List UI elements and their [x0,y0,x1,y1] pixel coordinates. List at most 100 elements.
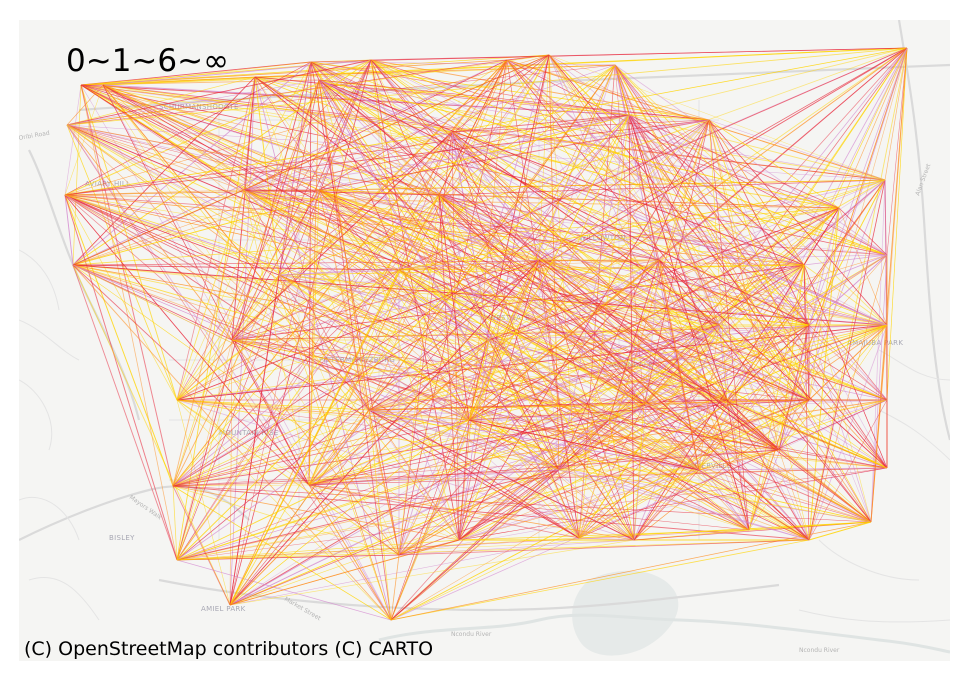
network-edge [468,399,810,421]
network-edge [548,54,810,541]
network-edge [176,324,810,561]
network-edge [102,84,460,541]
network-edge [229,469,560,606]
network-edge [229,539,635,606]
network-edge [468,399,888,421]
map-label-place: MOUNTAIN RISE [219,429,279,437]
network-edge [438,59,508,196]
network-edge [451,131,888,326]
network-edge [451,131,635,541]
network-edge [438,179,886,196]
map-attribution: (C) OpenStreetMap contributors (C) CARTO [24,638,434,660]
network-edge [803,264,872,523]
network-edge [370,59,440,196]
network-edge [318,189,780,451]
network-edge [318,189,840,209]
network-edge [558,469,872,523]
network-edge [172,485,392,621]
network-edges [64,47,908,621]
network-edge [176,79,320,561]
network-edge [308,194,440,486]
network-edge [438,194,460,541]
network-edge [608,419,700,471]
network-edge [803,47,908,266]
network-edge [64,194,400,271]
network-edge [698,399,888,471]
network-edge [886,47,908,401]
network-edge [72,264,810,541]
network-edge [538,259,720,326]
network-edge [72,264,233,341]
network-edge [458,469,700,541]
network-edge [708,119,888,326]
network-edge [231,339,728,401]
network-edge [66,84,104,126]
network-edge [438,194,780,451]
network-edge [803,264,810,326]
map-canvas: SCHURMANSHOOGTE AVIARY HILL PIETERMARITZ… [19,20,950,656]
network-edge [172,485,460,541]
map-label-road: Alan Street [914,162,932,196]
network-edge [468,119,710,421]
network-edge [643,119,710,406]
network-edge [633,254,888,541]
road-east [897,20,950,441]
network-edge [229,399,810,606]
network-edge [64,194,840,209]
network-edge [748,264,805,531]
network-edge [368,409,470,421]
network-edge [102,47,908,86]
network-edge [80,84,886,181]
network-edge [658,259,888,469]
network-edge [64,131,453,196]
network-edge [243,189,400,556]
network-edge [172,189,245,487]
network-edge [538,54,550,261]
map-label-place: NAPIERVILLE [684,462,732,470]
network-edge [803,254,888,266]
network-edge [468,264,805,421]
network-edge [80,84,453,133]
network-edge [243,189,750,531]
network-edge [538,259,560,471]
network-edge [318,54,550,191]
network-edge [468,254,888,421]
map-label-place: SCHURMANSHOOGTE [159,103,239,111]
network-edge [398,269,810,541]
network-edge [229,189,320,606]
network-edge [658,259,888,326]
network-edge [172,324,720,487]
network-edge [278,274,810,541]
network-edge [318,189,540,261]
network-edge [658,254,888,261]
network-edge [368,409,872,523]
network-edge [176,539,460,561]
network-edge [64,194,310,486]
network-edge [368,409,460,541]
network-edge [172,469,560,487]
network-edge [172,131,453,487]
network-edge [614,64,660,261]
map-label-road: Ncondu River [799,647,840,654]
network-edge [368,264,805,411]
network-edge [368,409,392,621]
network-edge [308,484,580,539]
network-edge [538,47,908,261]
network-edge [278,259,540,276]
network-edge [254,76,810,541]
network-edge [398,539,810,556]
network-edge [628,114,888,401]
network-edge [838,207,888,326]
network-edge [176,189,320,401]
network-edge [398,539,460,556]
network-edge [614,64,805,266]
network-edge [608,259,660,421]
map-label-road: Ncondu River [451,631,492,638]
network-edge [308,419,470,486]
network-edge [318,59,372,81]
network-edge [64,194,74,266]
network-edge [229,339,233,606]
network-edge [176,76,256,401]
network-edge [368,254,888,411]
network-edge [172,61,312,487]
